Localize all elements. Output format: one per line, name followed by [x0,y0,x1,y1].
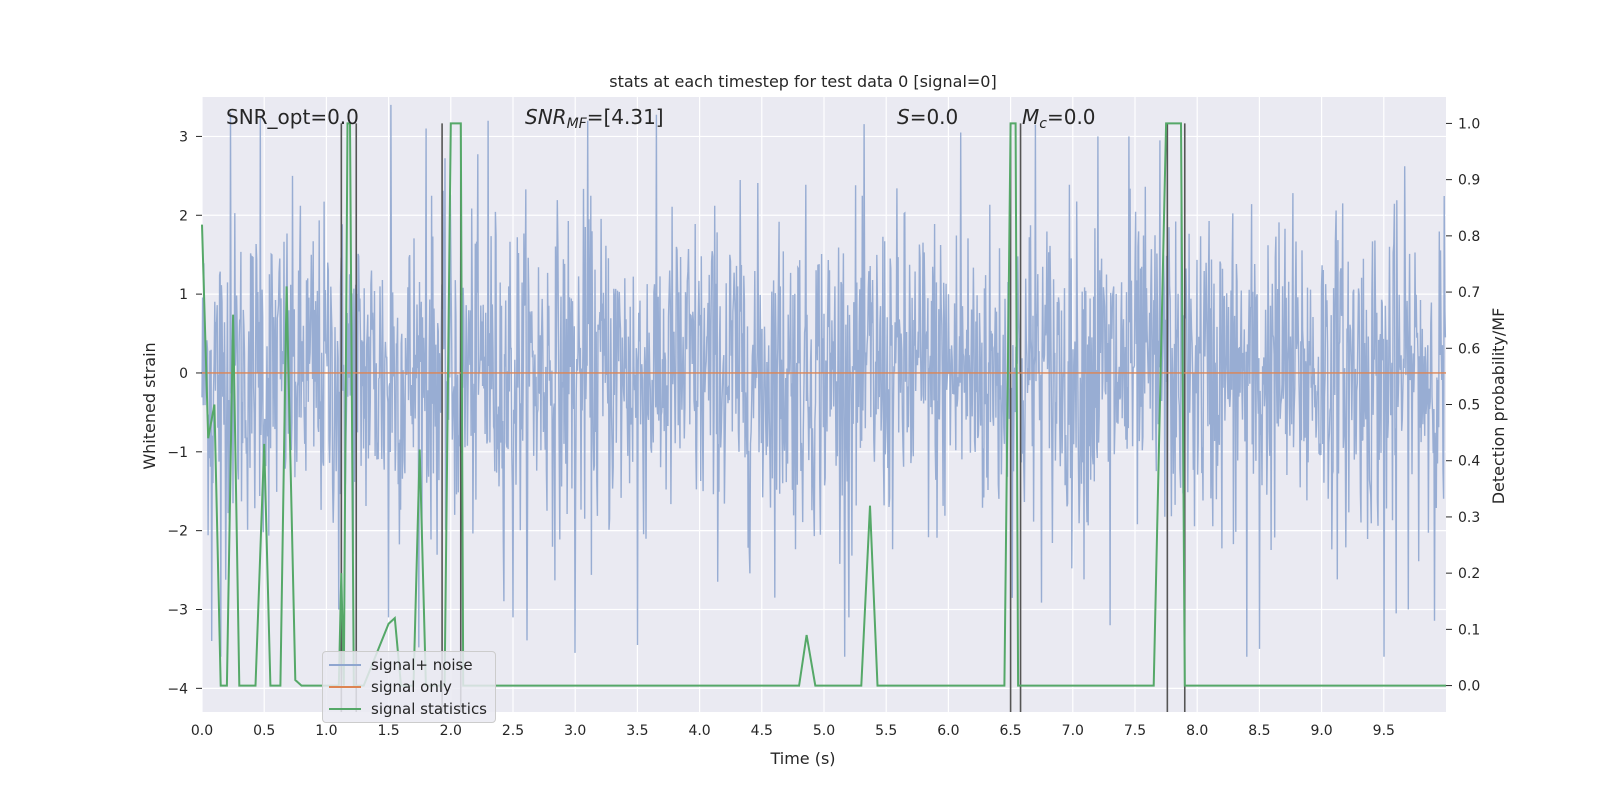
x-tick-label: 3.5 [626,723,648,739]
y-right-tick-label: 0.1 [1458,622,1480,638]
y-right-tick-label: 0.6 [1458,341,1480,357]
y-left-tick-labels: 3 2 1 0 −1 −2 −3 −4 [167,129,202,697]
x-tick-label: 9.5 [1373,723,1395,739]
y-left-tick-label: 0 [179,366,188,382]
y-left-tick-label: −2 [167,524,188,540]
y-right-tick-label: 0.4 [1458,454,1480,470]
y-right-tick-label: 0.8 [1458,229,1480,245]
y-left-tick-label: 3 [179,129,188,145]
annotation-snr-mf: SNRMF=[4.31] [525,105,664,132]
legend-item-signal-statistics: signal statistics [323,698,495,720]
legend-label-signal-noise: signal+ noise [371,656,473,674]
x-tick-label: 7.5 [1124,723,1146,739]
y-left-tick-label: −3 [167,603,188,619]
legend-swatch-signal-only [329,686,361,688]
y-right-tick-label: 0.0 [1458,679,1480,695]
y-left-tick-label: 1 [179,287,188,303]
vertical-markers [340,123,1186,712]
x-tick-label: 4.0 [688,723,710,739]
x-tick-label: 2.0 [440,723,462,739]
y-right-tick-label: 0.5 [1458,398,1480,414]
chart-title: stats at each timestep for test data 0 [… [609,72,996,91]
x-tick-labels: 0.0 0.5 1.0 1.5 2.0 2.5 3.0 3.5 4.0 4.5 5.0 5.5 6.0 6… [191,723,1395,739]
snr-mf-symbol: SNR [525,105,567,129]
legend: signal+ noise signal only signal statist… [322,651,496,723]
signal-noise-series [201,104,1447,657]
x-axis-label: Time (s) [769,749,835,768]
mc-symbol: M [1022,105,1039,129]
x-tick-label: 5.5 [875,723,897,739]
x-tick-label: 1.0 [315,723,337,739]
x-tick-label: 3.0 [564,723,586,739]
y-left-tick-label: 2 [179,208,188,224]
snr-mf-subscript: MF [567,116,588,132]
legend-item-signal-only: signal only [323,676,495,698]
legend-label-signal-statistics: signal statistics [371,700,488,718]
x-tick-label: 9.0 [1310,723,1332,739]
x-tick-label: 4.5 [751,723,773,739]
mc-subscript: c [1039,116,1047,132]
y-right-tick-label: 0.7 [1458,285,1480,301]
y-axis-label-right: Detection probability/MF [1489,308,1508,505]
legend-swatch-signal-statistics [329,708,361,710]
x-tick-label: 0.0 [191,723,213,739]
legend-swatch-signal-noise [329,664,361,666]
y-left-tick-label: −1 [167,445,188,461]
snr-mf-value: =[4.31] [587,105,664,129]
s-value: =0.0 [910,105,959,129]
annotation-mc: Mc=0.0 [1022,105,1096,132]
mc-value: =0.0 [1047,105,1096,129]
x-tick-label: 2.5 [502,723,524,739]
y-axis-label-left: Whitened strain [140,342,159,469]
annotation-snr-opt: SNR_opt=0.0 [226,105,359,129]
y-right-tick-label: 1.0 [1458,116,1480,132]
y-right-tick-labels: 1.0 0.9 0.8 0.7 0.6 0.5 0.4 0.3 0.2 0.1 0.0 [1446,116,1480,695]
y-right-tick-label: 0.2 [1458,566,1480,582]
legend-item-signal-noise: signal+ noise [323,654,495,676]
s-symbol: S [897,105,910,129]
x-tick-label: 0.5 [253,723,275,739]
legend-label-signal-only: signal only [371,678,452,696]
annotation-s: S=0.0 [897,105,958,129]
y-right-tick-label: 0.3 [1458,510,1480,526]
x-tick-label: 1.5 [377,723,399,739]
x-tick-label: 6.5 [999,723,1021,739]
x-tick-label: 8.0 [1186,723,1208,739]
x-tick-label: 5.0 [813,723,835,739]
x-tick-label: 7.0 [1062,723,1084,739]
x-tick-label: 6.0 [937,723,959,739]
y-right-tick-label: 0.9 [1458,173,1480,189]
signal-noise-line [201,104,1447,657]
x-tick-label: 8.5 [1248,723,1270,739]
y-left-tick-label: −4 [167,681,188,697]
